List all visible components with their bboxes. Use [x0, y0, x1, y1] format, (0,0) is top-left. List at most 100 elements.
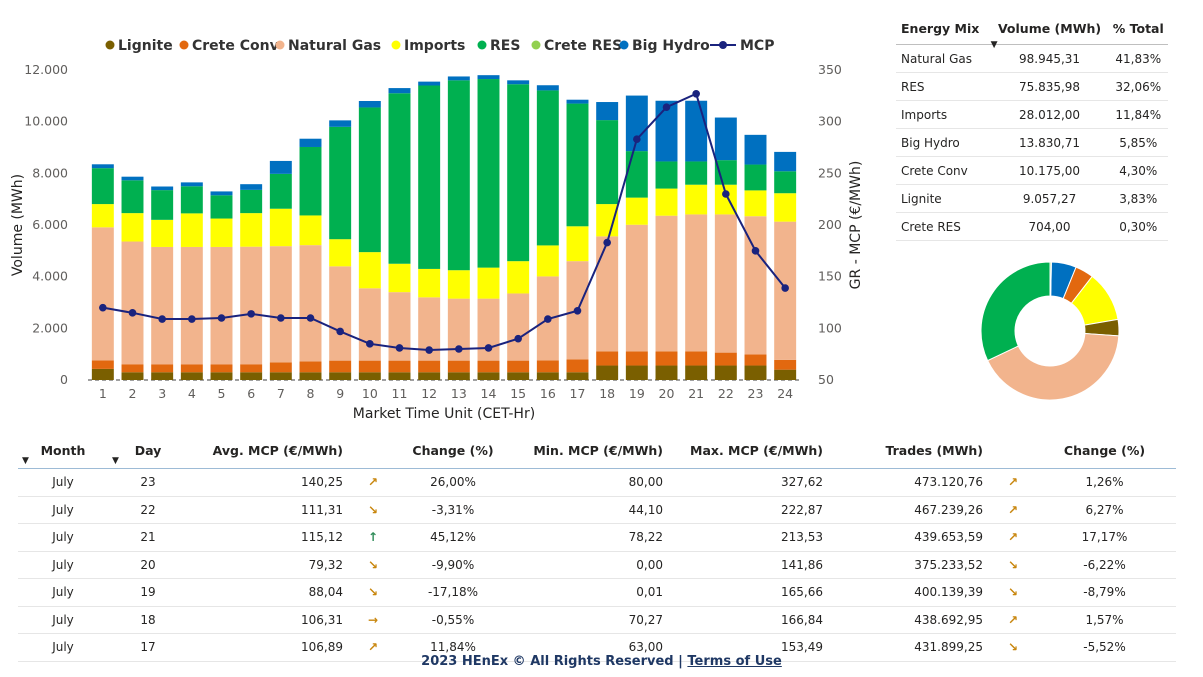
- bar-imports[interactable]: [358, 252, 381, 289]
- bar-crete-conv[interactable]: [180, 364, 203, 373]
- header-change-2[interactable]: Change (%): [1063, 443, 1146, 458]
- bar-imports[interactable]: [151, 219, 174, 247]
- bar-crete-conv[interactable]: [685, 351, 708, 366]
- bar-crete-conv[interactable]: [388, 360, 411, 373]
- bar-imports[interactable]: [329, 239, 352, 267]
- bar-natural-gas[interactable]: [447, 298, 470, 361]
- bar-big-hydro[interactable]: [447, 76, 470, 81]
- mcp-point[interactable]: [277, 314, 285, 322]
- bar-crete-conv[interactable]: [596, 351, 619, 366]
- bar-natural-gas[interactable]: [744, 216, 767, 355]
- header-month[interactable]: Month ▼: [18, 433, 108, 469]
- bar-imports[interactable]: [91, 204, 114, 228]
- mcp-point[interactable]: [722, 190, 730, 198]
- bar-imports[interactable]: [180, 213, 203, 247]
- bar-lignite[interactable]: [744, 365, 767, 380]
- mcp-point[interactable]: [484, 344, 493, 352]
- bar-imports[interactable]: [388, 263, 411, 293]
- terms-of-use-link[interactable]: Terms of Use: [687, 654, 782, 669]
- bar-big-hydro[interactable]: [388, 88, 411, 94]
- bar-lignite[interactable]: [151, 372, 174, 380]
- bar-imports[interactable]: [507, 261, 530, 294]
- bar-crete-conv[interactable]: [210, 364, 233, 373]
- mix-row[interactable]: Lignite 9.057,27 3,83%: [896, 184, 1168, 213]
- mcp-point[interactable]: [573, 306, 582, 315]
- mcp-point[interactable]: [692, 89, 700, 98]
- bar-lignite[interactable]: [269, 372, 292, 380]
- bar-res[interactable]: [685, 161, 708, 185]
- bar-crete-conv[interactable]: [91, 360, 114, 369]
- bar-natural-gas[interactable]: [714, 214, 737, 353]
- bar-res[interactable]: [329, 126, 352, 240]
- bar-natural-gas[interactable]: [210, 246, 233, 365]
- mcp-point[interactable]: [751, 247, 760, 255]
- header-day[interactable]: Day ▼: [108, 433, 188, 469]
- mix-header-volume[interactable]: Volume (MWh) ▼: [991, 12, 1109, 51]
- bar-lignite[interactable]: [388, 372, 411, 380]
- bar-lignite[interactable]: [210, 372, 233, 380]
- bar-big-hydro[interactable]: [536, 85, 559, 91]
- bar-natural-gas[interactable]: [240, 246, 263, 365]
- mcp-point[interactable]: [188, 315, 196, 323]
- bar-crete-conv[interactable]: [566, 359, 589, 373]
- legend-label[interactable]: Lignite: [118, 38, 173, 54]
- bar-lignite[interactable]: [625, 365, 648, 380]
- bar-lignite[interactable]: [714, 365, 737, 380]
- bar-imports[interactable]: [418, 268, 441, 298]
- bar-res[interactable]: [418, 85, 441, 269]
- legend-label[interactable]: Big Hydro: [632, 38, 710, 54]
- bar-imports[interactable]: [477, 267, 500, 299]
- bar-big-hydro[interactable]: [714, 117, 737, 161]
- bar-big-hydro[interactable]: [269, 160, 292, 174]
- mix-row[interactable]: Big Hydro 13.830,71 5,85%: [896, 128, 1168, 157]
- bar-imports[interactable]: [566, 226, 589, 262]
- bar-big-hydro[interactable]: [91, 164, 114, 169]
- legend-label[interactable]: Crete Conv: [192, 38, 279, 54]
- bar-crete-conv[interactable]: [329, 360, 352, 373]
- bar-lignite[interactable]: [180, 372, 203, 380]
- table-row[interactable]: July 23 140,25 ↗ 26,00% 80,00 327,62 473.120,76…: [18, 468, 1176, 497]
- mcp-point[interactable]: [425, 346, 433, 354]
- bar-imports[interactable]: [714, 184, 737, 215]
- mix-row[interactable]: Imports 28.012,00 11,84%: [896, 100, 1168, 129]
- bar-imports[interactable]: [210, 218, 233, 247]
- bar-natural-gas[interactable]: [655, 215, 678, 352]
- table-row[interactable]: July 21 115,12 ↑ 45,12% 78,22 213,53 439.653,59…: [18, 523, 1176, 552]
- bar-res[interactable]: [566, 103, 589, 227]
- header-max-mcp[interactable]: Max. MCP (€/MWh): [690, 443, 823, 458]
- bar-big-hydro[interactable]: [566, 99, 589, 104]
- bar-res[interactable]: [240, 189, 263, 214]
- header-avg-mcp[interactable]: Avg. MCP (€/MWh): [212, 443, 343, 458]
- bar-lignite[interactable]: [240, 372, 263, 380]
- bar-big-hydro[interactable]: [299, 138, 322, 147]
- bar-res[interactable]: [655, 161, 678, 189]
- bar-big-hydro[interactable]: [121, 176, 144, 181]
- bar-res[interactable]: [299, 146, 322, 216]
- mcp-point[interactable]: [514, 334, 522, 343]
- bar-big-hydro[interactable]: [210, 191, 233, 196]
- bar-natural-gas[interactable]: [121, 241, 144, 365]
- bar-imports[interactable]: [121, 213, 144, 242]
- header-min-mcp[interactable]: Min. MCP (€/MWh): [533, 443, 663, 458]
- bar-imports[interactable]: [744, 190, 767, 217]
- bar-lignite[interactable]: [685, 365, 708, 380]
- bar-imports[interactable]: [536, 245, 559, 277]
- mcp-point[interactable]: [366, 340, 374, 348]
- bar-lignite[interactable]: [566, 372, 589, 380]
- bar-res[interactable]: [507, 84, 530, 262]
- bar-crete-conv[interactable]: [418, 360, 441, 373]
- bar-res[interactable]: [477, 79, 500, 268]
- mcp-point[interactable]: [455, 345, 463, 353]
- bar-res[interactable]: [714, 160, 737, 185]
- mix-row[interactable]: Natural Gas 98.945,31 41,83%: [896, 44, 1168, 73]
- bar-natural-gas[interactable]: [269, 246, 292, 363]
- bar-lignite[interactable]: [655, 365, 678, 380]
- bar-crete-conv[interactable]: [299, 361, 322, 373]
- bar-natural-gas[interactable]: [358, 288, 381, 361]
- bar-res[interactable]: [388, 93, 411, 264]
- mcp-point[interactable]: [99, 303, 107, 312]
- bar-lignite[interactable]: [358, 372, 381, 380]
- bar-crete-conv[interactable]: [507, 360, 530, 373]
- mcp-point[interactable]: [336, 327, 344, 336]
- bar-lignite[interactable]: [121, 372, 144, 380]
